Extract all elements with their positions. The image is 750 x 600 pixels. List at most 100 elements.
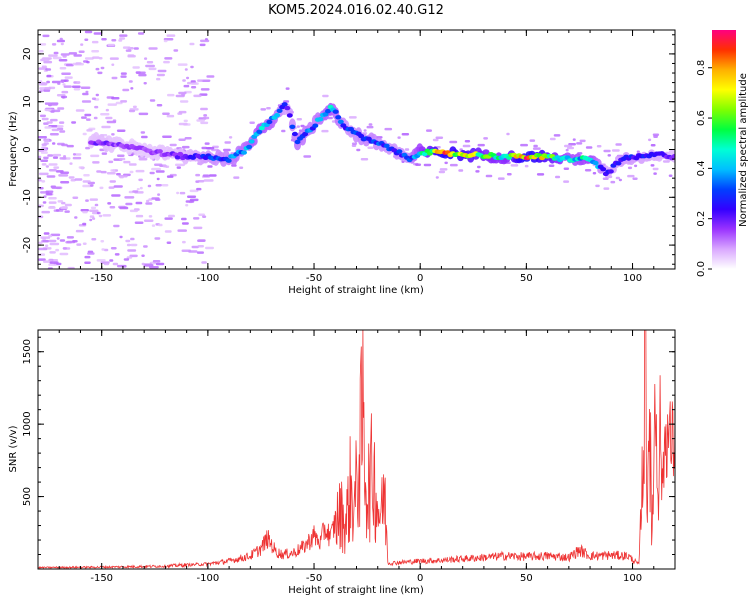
noise-cell [48,239,57,243]
spectrogram-y-label: Frequency (Hz) [8,111,19,187]
noise-cell [64,210,70,213]
noise-cell [144,57,148,60]
colorbar-tick-label: 0.0 [696,261,707,277]
noise-cell [627,174,635,178]
noise-cell [129,209,138,213]
noise-cell [51,186,62,189]
x-tick-label: 50 [520,573,533,584]
noise-cell [148,47,158,50]
noise-cell [41,82,48,85]
noise-cell [156,104,163,107]
noise-cell [146,61,154,64]
x-tick-label: 0 [417,273,423,284]
noise-cell [46,74,52,78]
x-tick-label: -150 [90,573,113,584]
noise-cell [206,75,215,78]
noise-cell [182,240,186,244]
noise-cell [46,121,53,124]
noise-cell [52,142,56,145]
noise-cell [40,159,49,162]
noise-cell [84,261,91,264]
noise-cell [426,129,432,132]
noise-cell [169,143,177,147]
noise-cell [138,178,143,182]
ridge-core [317,117,324,122]
noise-cell [439,168,448,171]
x-tick-label: -100 [197,573,220,584]
noise-cell [109,259,114,262]
noise-cell [177,229,187,232]
noise-cell [195,173,201,177]
noise-cell [423,163,432,167]
noise-cell [132,105,137,109]
noise-cell [548,164,555,167]
noise-cell [603,149,611,153]
noise-cell [123,160,131,164]
noise-cell [154,163,163,166]
noise-cell [634,164,638,168]
noise-cell [106,120,117,124]
noise-cell [62,83,66,86]
snr-y-ticks: 500 1000 1500 [22,336,675,570]
noise-cell [107,202,112,205]
noise-cell [348,116,357,119]
noise-cell [224,141,231,144]
noise-cell [47,154,54,157]
noise-cell [155,184,162,187]
noise-cell [462,144,471,148]
noise-cell [89,209,99,212]
noise-cell [164,57,173,60]
noise-cell [56,125,64,128]
noise-cell [186,76,190,80]
noise-cell [111,133,115,136]
noise-cell [366,125,374,129]
noise-cell [576,142,583,145]
ridge-core [276,108,283,114]
ridge-core [325,109,331,114]
noise-cell [102,214,112,217]
noise-cell [384,127,393,131]
ridge-core [671,154,675,159]
noise-cell [74,216,78,219]
noise-cell [239,166,244,169]
noise-cell [138,73,147,77]
noise-cell [108,160,114,164]
noise-cell [132,66,140,69]
noise-cell [53,166,60,169]
noise-cell [510,164,519,167]
noise-cell [137,32,145,35]
y-tick-label: 1000 [22,411,33,436]
noise-cell [128,109,136,113]
noise-cell [360,158,369,161]
noise-cell [529,139,536,142]
noise-cell [109,206,116,209]
noise-cell [249,121,255,124]
noise-cell [281,129,286,133]
noise-cell [48,206,56,209]
noise-cell [668,174,673,177]
noise-cell [82,132,87,136]
noise-cell [101,125,111,129]
noise-cell [116,129,126,132]
noise-cell [155,170,165,173]
noise-cell [303,155,312,158]
noise-cell [89,215,95,218]
noise-cell [652,133,660,136]
noise-cell [52,56,62,60]
noise-cell [162,112,170,115]
noise-cell [92,56,100,59]
noise-cell [60,53,70,56]
noise-cell [84,57,94,60]
noise-cell [197,245,204,248]
noise-cell [44,126,52,129]
noise-cell [85,199,89,202]
noise-cell [536,173,545,176]
noise-cell [84,113,92,117]
noise-cell [49,133,59,136]
ridge-core [274,113,281,118]
noise-cell [158,223,163,227]
noise-cell [197,180,205,183]
noise-cell [84,255,91,259]
noise-cell [130,237,135,241]
